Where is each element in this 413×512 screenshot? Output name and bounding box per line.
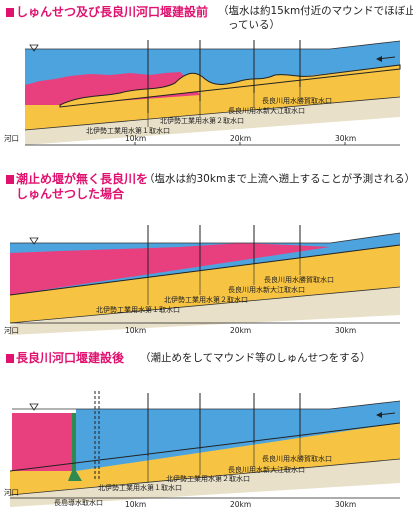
axis-label-10km: 10km bbox=[125, 500, 146, 509]
label-intake-2: 北伊勢工業用水第２取水口 bbox=[160, 116, 244, 125]
panel-2-diagram: 北伊勢工業用水第１取水口 北伊勢工業用水第２取水口 長良川用水新大江取水口 長良… bbox=[4, 225, 401, 335]
label-intake-2: 北伊勢工業用水第２取水口 bbox=[164, 295, 248, 304]
riverbed-line bbox=[9, 422, 401, 472]
freshwater bbox=[76, 401, 400, 471]
panel-1-heading-text: しゅんせつ及び長良川河口堰建設前 bbox=[16, 5, 209, 19]
axis-label-20km: 20km bbox=[230, 500, 251, 509]
panel-2-heading-line1: 潮止め堰が無く長良川を bbox=[16, 172, 149, 186]
axis-label-10km: 10km bbox=[125, 134, 146, 143]
panel-2-heading-line2: しゅんせつした場合 bbox=[16, 187, 125, 201]
riverbed-line bbox=[9, 244, 401, 296]
panel-dredged-no-weir: 潮止め堰が無く長良川を しゅんせつした場合 （塩水は約30kmまで上流へ遡上する… bbox=[0, 165, 413, 345]
riverbed bbox=[25, 65, 400, 130]
panel-after-construction: 長良川河口堰建設後 （潮止めをしてマウンド等のしゅんせつをする） bbox=[0, 345, 413, 512]
panel-1-note-line2: っている） bbox=[228, 19, 280, 31]
heading-square-icon bbox=[6, 354, 14, 363]
panel-before-construction: しゅんせつ及び長良川河口堰建設前 （塩水は約15km付近のマウンドでほぼ止ま っ… bbox=[0, 0, 413, 165]
panel-3-note: （潮止めをしてマウンド等のしゅんせつをする） bbox=[140, 352, 371, 364]
panel-1-heading: しゅんせつ及び長良川河口堰建設前 bbox=[6, 5, 208, 19]
flow-arrow-icon bbox=[376, 56, 396, 62]
label-intake-1: 北伊勢工業用水第１取水口 bbox=[86, 126, 170, 135]
panel-2-heading: 潮止め堰が無く長良川を bbox=[6, 172, 148, 186]
heading-square-icon bbox=[6, 8, 14, 17]
axis-label-mouth: 河口 bbox=[4, 488, 19, 497]
riverbed bbox=[10, 423, 400, 495]
label-intake-4: 長良川用水勝賀取水口 bbox=[262, 454, 332, 463]
water-level-triangle-icon bbox=[29, 403, 39, 411]
panel-3-diagram: 長島導水取水口 北伊勢工業用水第１取水口 北伊勢工業用水第２取水口 長良川用水新… bbox=[4, 391, 401, 509]
water-level-triangle-icon bbox=[29, 237, 39, 245]
panel-1-diagram: 北伊勢工業用水第１取水口 北伊勢工業用水第２取水口 長良川用水新大江取水口 長良… bbox=[4, 40, 401, 146]
panel-2-note: （塩水は約30kmまで上流へ遡上することが予測される） bbox=[144, 173, 413, 185]
riverbed-line bbox=[24, 96, 401, 131]
water-level-triangle-icon bbox=[29, 44, 39, 52]
riverbed bbox=[10, 245, 400, 323]
axis-label-10km: 10km bbox=[125, 326, 146, 335]
panel-1-note-line1: （塩水は約15km付近のマウンドでほぼ止ま bbox=[218, 5, 413, 17]
flow-arrow-icon bbox=[376, 412, 396, 418]
label-intake-1: 北伊勢工業用水第１取水口 bbox=[96, 305, 180, 314]
axis-label-30km: 30km bbox=[335, 326, 356, 335]
label-intake-3: 長良川用水新大江取水口 bbox=[228, 106, 305, 115]
axis-label-mouth: 河口 bbox=[4, 326, 19, 335]
axis-label-30km: 30km bbox=[335, 134, 356, 143]
water-surface-upstream bbox=[329, 40, 401, 50]
axis-label-20km: 20km bbox=[230, 134, 251, 143]
panel-3-heading: 長良川河口堰建設後 bbox=[6, 351, 124, 365]
heading-square-icon bbox=[6, 175, 14, 184]
saltwater bbox=[25, 72, 200, 105]
axis-label-mouth: 河口 bbox=[4, 134, 19, 143]
riverbed-mound bbox=[59, 64, 401, 108]
label-intake-2: 北伊勢工業用水第２取水口 bbox=[166, 474, 250, 483]
label-intake-3: 長良川用水新大江取水口 bbox=[228, 465, 305, 474]
label-intake-1: 北伊勢工業用水第１取水口 bbox=[98, 483, 182, 492]
saltwater bbox=[10, 243, 330, 295]
weir-structure bbox=[68, 413, 82, 481]
label-intake-3: 長良川用水新大江取水口 bbox=[228, 285, 305, 294]
axis-label-30km: 30km bbox=[335, 500, 356, 509]
label-nagashima-intake: 長島導水取水口 bbox=[54, 498, 103, 507]
axis-label-20km: 20km bbox=[230, 326, 251, 335]
saltwater bbox=[12, 413, 72, 471]
label-intake-4: 長良川用水勝賀取水口 bbox=[264, 275, 334, 284]
label-intake-4: 長良川用水勝賀取水口 bbox=[262, 96, 332, 105]
panel-3-heading-text: 長良川河口堰建設後 bbox=[16, 351, 125, 365]
